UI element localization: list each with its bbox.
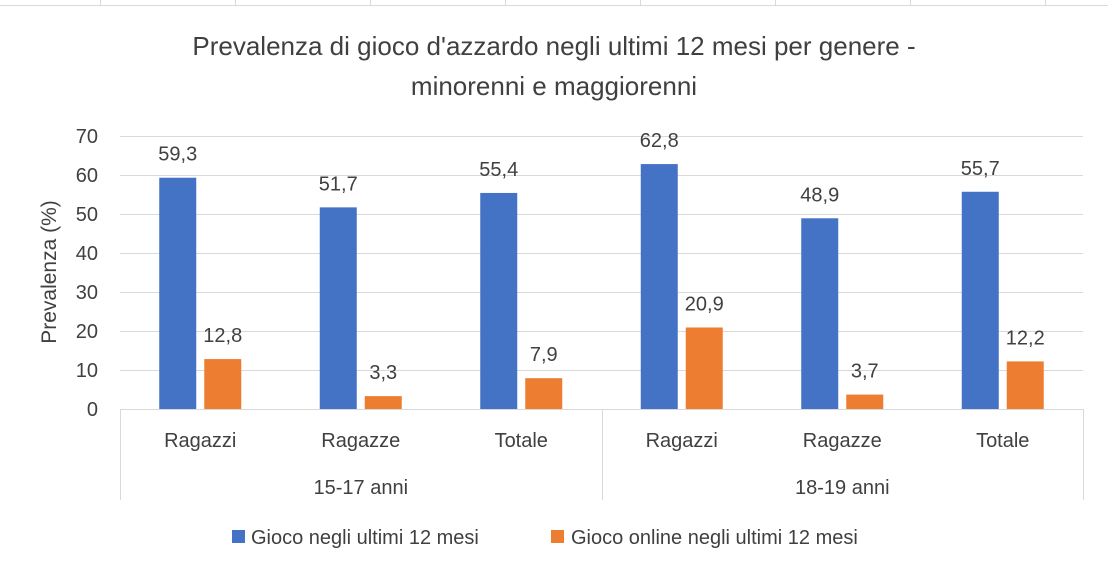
data-label: 12,8: [203, 325, 242, 347]
x-axis: Ragazzi Ragazze Totale 15-17 anni Ragazzi Rag…: [120, 409, 1084, 500]
bar-gioco: [640, 164, 678, 409]
legend-label: Gioco negli ultimi 12 mesi: [251, 527, 479, 549]
chart-title: Prevalenza di gioco d'azzardo negli ulti…: [192, 31, 915, 101]
bar-gioco: [961, 191, 999, 409]
gridlines: [120, 136, 1083, 371]
data-label: 62,8: [640, 130, 679, 152]
data-label: 7,9: [530, 344, 558, 366]
x-group-label: 18-19 anni: [795, 477, 890, 499]
legend-swatch: [232, 530, 245, 543]
y-tick-label: 60: [76, 165, 98, 187]
data-label: 12,2: [1006, 327, 1045, 349]
data-label: 3,3: [369, 362, 397, 384]
bar-gioco: [319, 207, 357, 409]
x-category-label: Ragazzi: [164, 430, 236, 452]
spreadsheet-column-strip: [0, 0, 1108, 6]
data-label: 59,3: [158, 144, 197, 166]
bar-gioco-online: [846, 394, 884, 409]
x-category-label: Totale: [976, 430, 1029, 452]
data-label: 3,7: [851, 361, 879, 383]
y-tick-label: 50: [76, 204, 98, 226]
bar-gioco-online: [1006, 361, 1044, 409]
data-labels: 59,3 51,7 55,4 62,8 48,9 55,7 12,8 3,3 7,9 20,9 3,…: [158, 130, 1044, 384]
bar-gioco: [159, 177, 197, 409]
data-label: 55,7: [961, 158, 1000, 180]
legend: Gioco negli ultimi 12 mesi Gioco online n…: [232, 527, 858, 549]
y-tick-label: 20: [76, 321, 98, 343]
y-axis-title: Prevalenza (%): [38, 200, 61, 344]
y-tick-label: 40: [76, 243, 98, 265]
legend-label: Gioco online negli ultimi 12 mesi: [571, 527, 858, 549]
bar-gioco-online: [525, 378, 563, 409]
chart-title-line-1: Prevalenza di gioco d'azzardo negli ulti…: [192, 31, 915, 61]
y-tick-label: 10: [76, 360, 98, 382]
bar-gioco: [801, 218, 839, 409]
bar-gioco-online: [685, 327, 723, 409]
bars: [159, 164, 1044, 409]
y-tick-label: 0: [87, 399, 98, 421]
x-group-label: 15-17 anni: [313, 477, 408, 499]
x-category-label: Totale: [495, 430, 548, 452]
x-category-label: Ragazzi: [646, 430, 718, 452]
y-tick-label: 30: [76, 282, 98, 304]
bar-gioco: [480, 192, 518, 409]
data-label: 20,9: [685, 293, 724, 315]
legend-swatch: [551, 530, 564, 543]
data-label: 51,7: [319, 173, 358, 195]
x-category-label: Ragazze: [321, 430, 400, 452]
y-axis-tick-labels: 0 10 20 30 40 50 60 70: [76, 126, 98, 421]
chart-title-line-2: minorenni e maggiorenni: [411, 71, 697, 101]
data-label: 48,9: [800, 184, 839, 206]
bar-gioco-online: [364, 396, 402, 409]
data-label: 55,4: [479, 159, 518, 181]
bar-gioco-online: [204, 359, 242, 409]
x-category-label: Ragazze: [803, 430, 882, 452]
y-tick-label: 70: [76, 126, 98, 148]
